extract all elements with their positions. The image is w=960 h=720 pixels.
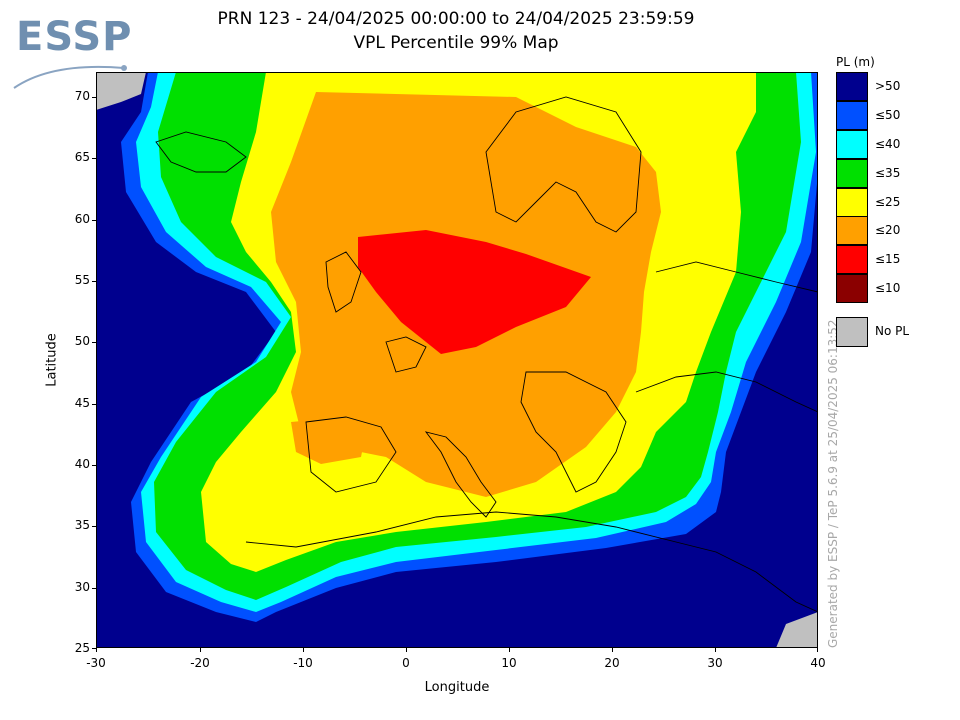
xtick-mark [200, 648, 201, 652]
ytick-label: 30 [74, 580, 90, 594]
legend-item: ≤35 [836, 159, 956, 188]
legend-item: ≤25 [836, 188, 956, 217]
no-pl-region-se [776, 612, 818, 648]
legend-item: >50 [836, 72, 956, 101]
y-axis-label: Latitude [44, 333, 60, 387]
legend-swatch [836, 130, 868, 159]
legend-swatch [836, 317, 868, 347]
ytick-mark [92, 404, 96, 405]
ytick-mark [92, 465, 96, 466]
xtick-mark [509, 648, 510, 652]
legend-label: ≤40 [875, 137, 901, 151]
ytick-mark [92, 588, 96, 589]
legend-label: ≤20 [875, 223, 901, 237]
xtick-mark [715, 648, 716, 652]
xtick-label: 30 [707, 656, 723, 670]
legend-swatch [836, 245, 868, 274]
legend-label: ≤35 [875, 166, 901, 180]
chart-title: PRN 123 - 24/04/2025 00:00:00 to 24/04/2… [217, 9, 695, 29]
xtick-label: -10 [293, 656, 313, 670]
legend-swatch [836, 216, 868, 245]
xtick-label: 20 [604, 656, 620, 670]
ytick-label: 40 [74, 457, 90, 471]
ytick-label: 70 [74, 89, 90, 103]
legend-swatch [836, 159, 868, 188]
legend-label: >50 [875, 79, 901, 93]
logo-arc-icon [13, 65, 127, 89]
xtick-mark [96, 648, 97, 652]
essp-logo: ESSP [12, 14, 133, 89]
ytick-label: 55 [74, 273, 90, 287]
xtick-mark [303, 648, 304, 652]
legend-item-no-pl: No PL [836, 317, 956, 347]
legend-item: ≤15 [836, 245, 956, 274]
generated-by-watermark: Generated by ESSP / TeP 5.6.9 at 25/04/2… [826, 319, 840, 648]
legend-item: ≤50 [836, 101, 956, 130]
xtick-label: -20 [190, 656, 210, 670]
legend-swatch [836, 274, 868, 303]
legend-item: ≤40 [836, 130, 956, 159]
legend-label: ≤50 [875, 108, 901, 122]
ytick-label: 35 [74, 518, 90, 532]
legend-item: ≤10 [836, 274, 956, 303]
legend-title: PL (m) [836, 55, 875, 69]
ytick-label: 60 [74, 212, 90, 226]
legend-label: No PL [875, 324, 910, 338]
zone-le20-iberia [291, 417, 366, 464]
xtick-label: -30 [86, 656, 106, 670]
ytick-mark [92, 648, 96, 649]
coastlines [155, 96, 818, 613]
ytick-mark [92, 97, 96, 98]
xtick-mark [406, 648, 407, 652]
legend-label: ≤10 [875, 281, 901, 295]
xtick-mark [612, 648, 613, 652]
ytick-mark [92, 220, 96, 221]
ytick-label: 45 [74, 396, 90, 410]
legend-label: ≤15 [875, 252, 901, 266]
zone-le15 [358, 230, 591, 354]
legend-label: ≤25 [875, 195, 901, 209]
no-pl-region-nw [96, 72, 146, 110]
ytick-mark [92, 526, 96, 527]
xtick-label: 40 [810, 656, 826, 670]
ytick-mark [92, 281, 96, 282]
pl-map-canvas [96, 72, 818, 648]
legend-swatch [836, 188, 868, 217]
legend-item: ≤20 [836, 216, 956, 245]
ytick-label: 25 [74, 641, 90, 655]
ytick-mark [92, 342, 96, 343]
ytick-label: 65 [74, 150, 90, 164]
ytick-mark [92, 158, 96, 159]
ytick-label: 50 [74, 334, 90, 348]
chart-subtitle: VPL Percentile 99% Map [353, 33, 559, 53]
xtick-mark [817, 648, 818, 652]
xtick-label: 10 [501, 656, 517, 670]
legend-swatch [836, 101, 868, 130]
x-axis-label: Longitude [424, 680, 490, 695]
xtick-label: 0 [402, 656, 410, 670]
pl-map [96, 72, 818, 648]
legend-swatch [836, 72, 868, 101]
logo-text: ESSP [16, 14, 133, 60]
